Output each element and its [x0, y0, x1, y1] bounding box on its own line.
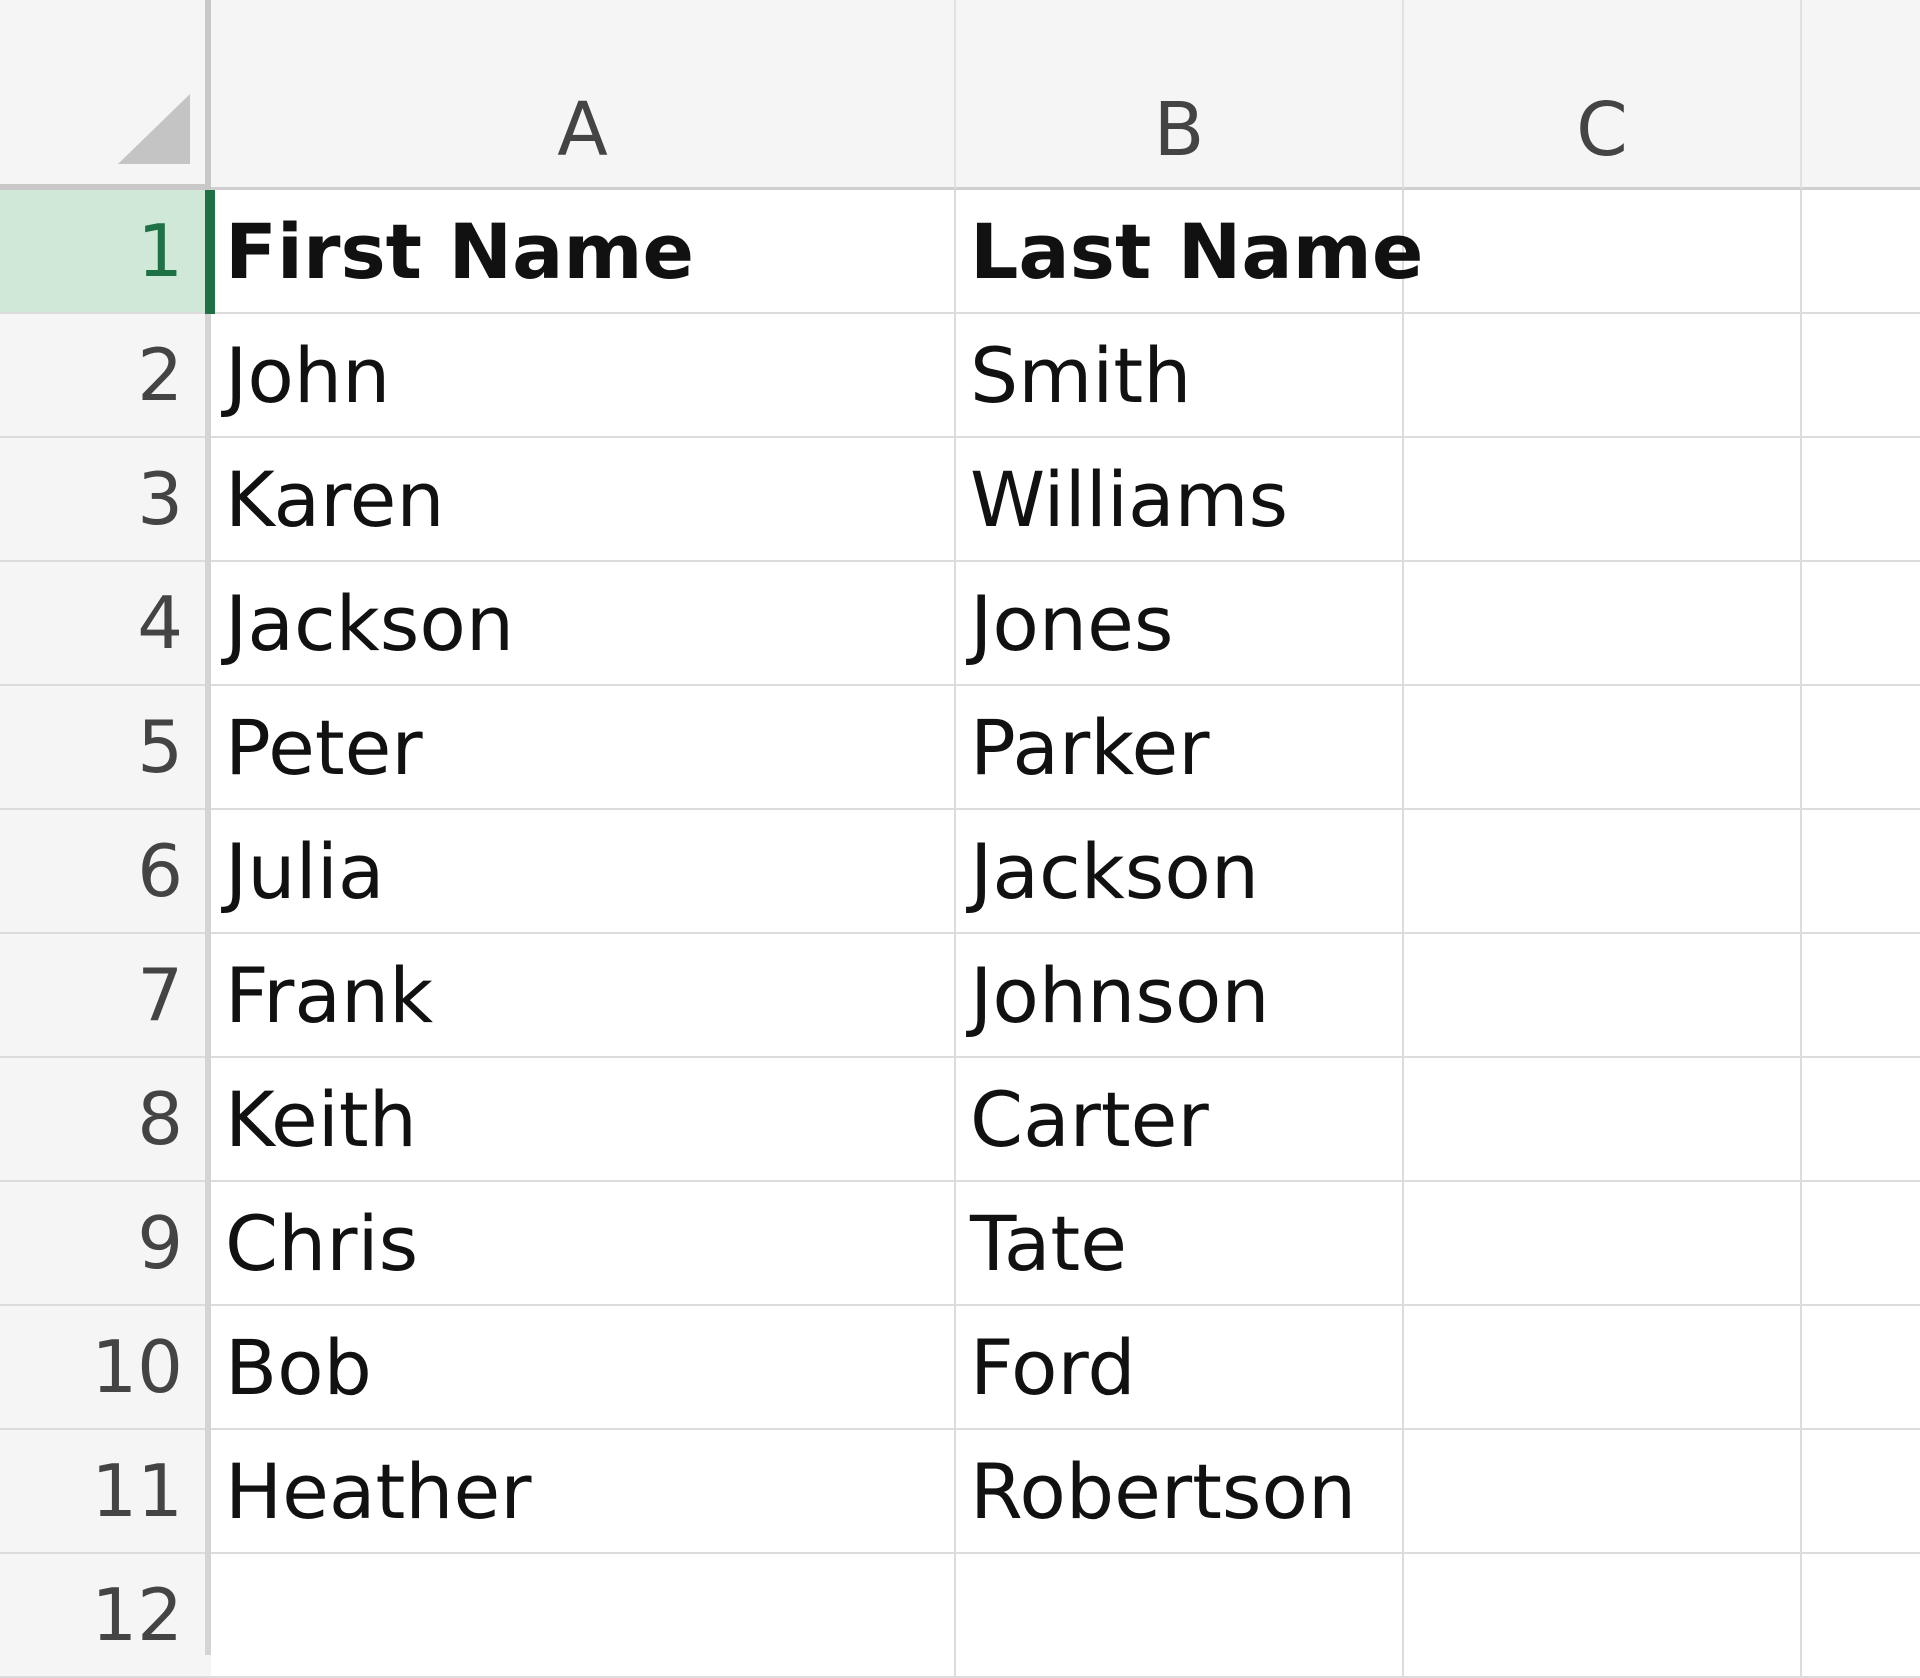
cell[interactable]: Ford — [956, 1306, 1404, 1430]
cell[interactable]: Jackson — [211, 562, 956, 686]
cell[interactable]: John — [211, 314, 956, 438]
cell[interactable] — [1802, 1182, 1920, 1306]
cell[interactable] — [1802, 934, 1920, 1058]
column-header[interactable] — [1802, 0, 1920, 190]
cell[interactable] — [1404, 1306, 1802, 1430]
row-header[interactable]: 12 — [0, 1554, 211, 1678]
cell[interactable]: Johnson — [956, 934, 1404, 1058]
row-header[interactable]: 11 — [0, 1430, 211, 1554]
row-header[interactable]: 5 — [0, 686, 211, 810]
cell[interactable] — [1802, 562, 1920, 686]
cell[interactable]: Jones — [956, 562, 1404, 686]
cell[interactable] — [1404, 438, 1802, 562]
cell[interactable] — [211, 1554, 956, 1678]
cell[interactable] — [1802, 1554, 1920, 1678]
cell[interactable] — [1404, 1058, 1802, 1182]
cell[interactable] — [1404, 1182, 1802, 1306]
row-header[interactable]: 1 — [0, 190, 211, 314]
cell[interactable]: Robertson — [956, 1430, 1404, 1554]
row-header[interactable]: 4 — [0, 562, 211, 686]
cell[interactable] — [1404, 686, 1802, 810]
cell[interactable] — [1802, 314, 1920, 438]
cell[interactable]: Keith — [211, 1058, 956, 1182]
cell[interactable]: Tate — [956, 1182, 1404, 1306]
column-header[interactable]: C — [1404, 0, 1802, 190]
cell[interactable]: Carter — [956, 1058, 1404, 1182]
cell[interactable] — [1802, 686, 1920, 810]
cell[interactable]: Heather — [211, 1430, 956, 1554]
row-header[interactable]: 2 — [0, 314, 211, 438]
cell[interactable] — [1404, 562, 1802, 686]
corner[interactable] — [0, 0, 211, 190]
row-header[interactable]: 6 — [0, 810, 211, 934]
cell[interactable] — [1404, 190, 1802, 314]
cell[interactable] — [1802, 1058, 1920, 1182]
cell[interactable]: First Name — [211, 190, 956, 314]
corner-triangle — [118, 94, 190, 164]
cell[interactable] — [1802, 1306, 1920, 1430]
row-header[interactable]: 7 — [0, 934, 211, 1058]
cell[interactable] — [1404, 1554, 1802, 1678]
row-header[interactable]: 3 — [0, 438, 211, 562]
cell[interactable]: Last Name — [956, 190, 1423, 314]
cell[interactable]: Peter — [211, 686, 956, 810]
cell[interactable] — [1802, 190, 1920, 314]
cell[interactable]: Williams — [956, 438, 1404, 562]
row-header[interactable]: 10 — [0, 1306, 211, 1430]
cell[interactable]: Parker — [956, 686, 1404, 810]
cell[interactable]: Karen — [211, 438, 956, 562]
header-separator — [205, 190, 211, 1655]
column-header[interactable]: A — [211, 0, 956, 190]
cell[interactable] — [1802, 810, 1920, 934]
cell[interactable]: Chris — [211, 1182, 956, 1306]
cell[interactable] — [1802, 438, 1920, 562]
cell[interactable]: Frank — [211, 934, 956, 1058]
cell[interactable]: Smith — [956, 314, 1404, 438]
row-header[interactable]: 9 — [0, 1182, 211, 1306]
row-header[interactable]: 8 — [0, 1058, 211, 1182]
cell[interactable] — [1404, 810, 1802, 934]
cell[interactable] — [1802, 1430, 1920, 1554]
cell[interactable]: Bob — [211, 1306, 956, 1430]
column-header[interactable]: B — [956, 0, 1404, 190]
cell[interactable]: Julia — [211, 810, 956, 934]
cell[interactable] — [1404, 934, 1802, 1058]
cell[interactable] — [956, 1554, 1404, 1678]
cell[interactable] — [1404, 1430, 1802, 1554]
active-cell-marker — [205, 190, 215, 314]
cell[interactable] — [1404, 314, 1802, 438]
cell[interactable]: Jackson — [956, 810, 1404, 934]
